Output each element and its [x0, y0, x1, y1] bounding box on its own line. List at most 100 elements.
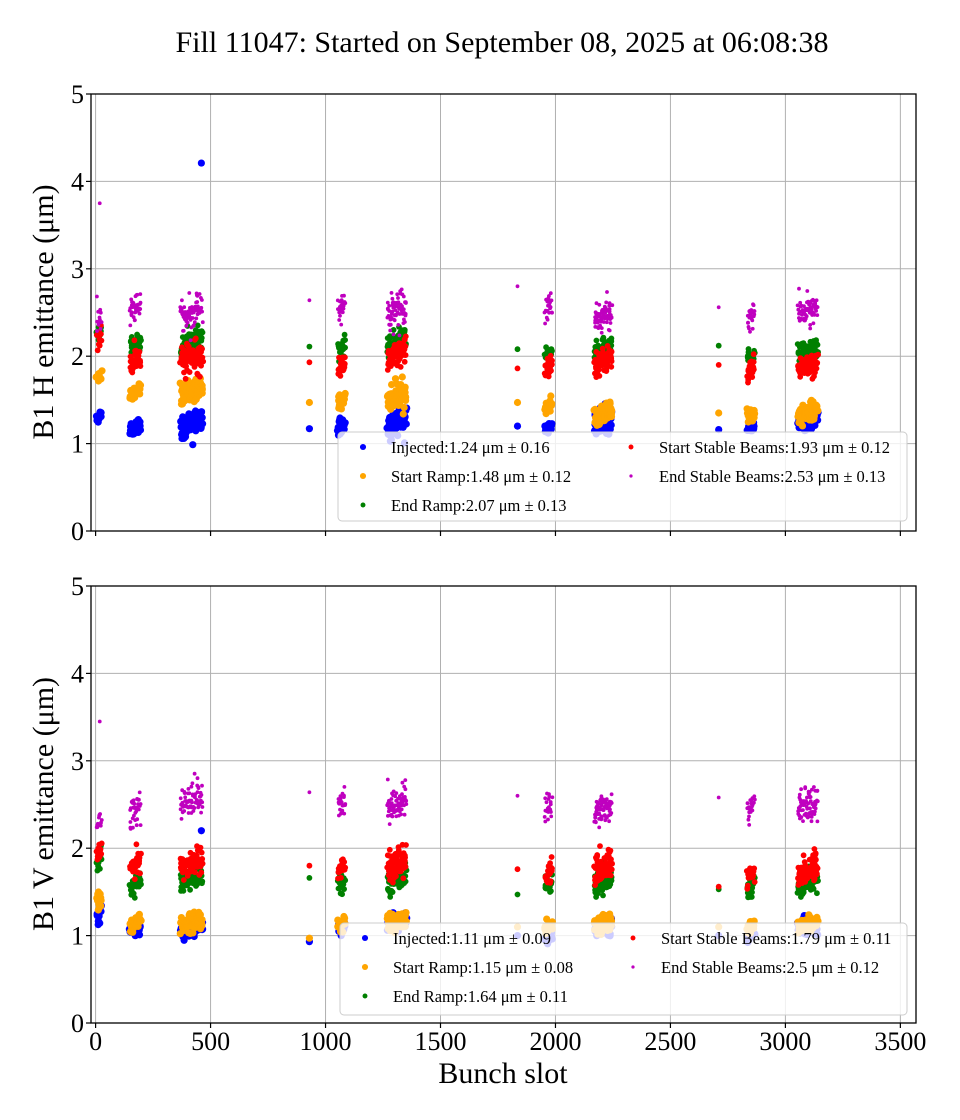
data-point-end_stable	[604, 320, 609, 325]
data-point-end_stable	[601, 808, 606, 812]
data-point-end_stable	[602, 320, 606, 324]
data-point-end_stable	[190, 800, 194, 805]
data-point-end_ramp	[199, 329, 206, 336]
data-point-end_stable	[190, 305, 194, 309]
data-point-end_stable	[179, 817, 184, 821]
data-point-start_stable	[813, 871, 820, 878]
data-point-start_stable	[547, 860, 553, 867]
data-point-start_stable	[402, 343, 409, 350]
data-point-end_stable	[196, 786, 201, 790]
data-point-start_ramp	[715, 409, 723, 417]
data-point-end_stable	[599, 794, 604, 799]
data-point-end_stable	[811, 321, 816, 326]
panel-v-emittance: 0 1 2 3 4 5 B1 V emittance (μm) Injected:1.11…	[27, 572, 917, 1038]
data-point-end_stable	[750, 326, 755, 331]
legend-label-injected: Injected:1.11 μm ± 0.09	[393, 929, 551, 948]
data-point-end_stable	[385, 777, 390, 782]
data-point-end_stable	[342, 300, 347, 304]
data-point-end_stable	[128, 323, 133, 328]
legend: Injected:1.24 μm ± 0.16 Start Ramp:1.48 μ…	[337, 431, 908, 522]
data-point-end_stable	[339, 322, 344, 327]
data-point-end_stable	[138, 823, 143, 827]
data-point-end_stable	[98, 812, 102, 816]
data-point-end_stable	[182, 809, 187, 813]
data-point-end_stable	[195, 300, 200, 304]
data-point-end_stable	[389, 797, 394, 801]
legend-marker-start_stable	[628, 444, 634, 450]
data-point-start_stable	[595, 366, 602, 373]
data-point-start_ramp	[388, 381, 396, 389]
data-point-end_stable	[548, 305, 553, 309]
y-tick-label: 1	[71, 922, 84, 951]
data-point-end_stable	[607, 819, 611, 824]
data-point-start_stable	[547, 878, 554, 884]
data-point-start_ramp	[608, 407, 616, 415]
data-point-start_stable	[197, 844, 204, 851]
data-point-end_stable	[404, 798, 409, 803]
data-point-end_stable	[548, 802, 553, 807]
data-point-start_stable	[98, 840, 105, 847]
data-point-injected	[189, 441, 197, 449]
data-point-end_stable	[815, 788, 820, 793]
legend-marker-injected	[359, 443, 367, 451]
data-point-end_stable	[403, 300, 408, 304]
data-point-start_stable	[199, 346, 205, 352]
data-point-end_stable	[98, 310, 103, 315]
data-point-end_ramp	[514, 346, 521, 353]
data-point-end_stable	[548, 291, 553, 296]
data-point-start_stable	[341, 866, 348, 873]
data-point-end_ramp	[138, 881, 144, 888]
legend-marker-end_ramp	[360, 502, 366, 508]
data-point-end_stable	[188, 338, 193, 343]
data-point-end_stable	[99, 320, 104, 325]
data-point-start_stable	[401, 860, 408, 867]
data-point-start_ramp	[129, 928, 137, 936]
data-point-end_stable	[397, 333, 402, 338]
data-point-start_stable	[192, 869, 198, 876]
data-point-end_stable	[604, 300, 609, 305]
data-point-end_stable	[515, 284, 520, 289]
data-point-start_stable	[814, 865, 821, 872]
data-point-start_ramp	[189, 929, 197, 937]
data-point-start_stable	[131, 876, 138, 883]
data-point-end_stable	[337, 318, 342, 322]
data-point-start_stable	[548, 367, 554, 374]
data-point-injected	[136, 426, 145, 434]
data-point-start_ramp	[198, 385, 206, 394]
data-point-end_stable	[399, 807, 404, 812]
data-point-end_ramp	[131, 894, 138, 901]
data-point-start_stable	[547, 352, 554, 359]
legend-label-end_stable: End Stable Beams:2.5 μm ± 0.12	[661, 958, 879, 977]
data-point-start_stable	[306, 359, 313, 366]
data-point-end_stable	[135, 292, 140, 297]
data-point-start_stable	[815, 351, 821, 358]
data-point-end_stable	[608, 807, 612, 812]
data-point-end_stable	[809, 819, 814, 824]
data-point-end_stable	[182, 790, 187, 794]
data-point-end_stable	[609, 315, 614, 320]
data-point-end_stable	[805, 806, 810, 811]
data-point-end_ramp	[339, 891, 345, 898]
data-point-start_stable	[608, 363, 615, 370]
data-point-end_stable	[199, 810, 204, 815]
data-point-end_stable	[813, 809, 817, 814]
data-point-start_stable	[750, 366, 757, 373]
data-point-end_stable	[132, 318, 137, 323]
data-point-start_ramp	[398, 373, 406, 381]
y-tick-label: 5	[71, 80, 84, 109]
data-point-end_ramp	[810, 885, 817, 892]
data-point-start_stable	[138, 850, 144, 857]
data-point-end_stable	[341, 306, 346, 311]
data-point-end_ramp	[390, 327, 397, 333]
data-point-injected	[198, 414, 206, 422]
data-point-end_stable	[546, 817, 550, 822]
data-point-end_ramp	[199, 880, 205, 887]
data-point-end_stable	[342, 793, 346, 798]
data-point-end_stable	[747, 823, 752, 827]
data-point-start_ramp	[400, 403, 408, 412]
data-point-start_stable	[715, 883, 722, 890]
data-point-end_stable	[338, 313, 342, 318]
x-tick-label: 3000	[759, 1027, 811, 1056]
data-point-start_stable	[811, 875, 818, 882]
data-point-start_stable	[715, 362, 722, 368]
